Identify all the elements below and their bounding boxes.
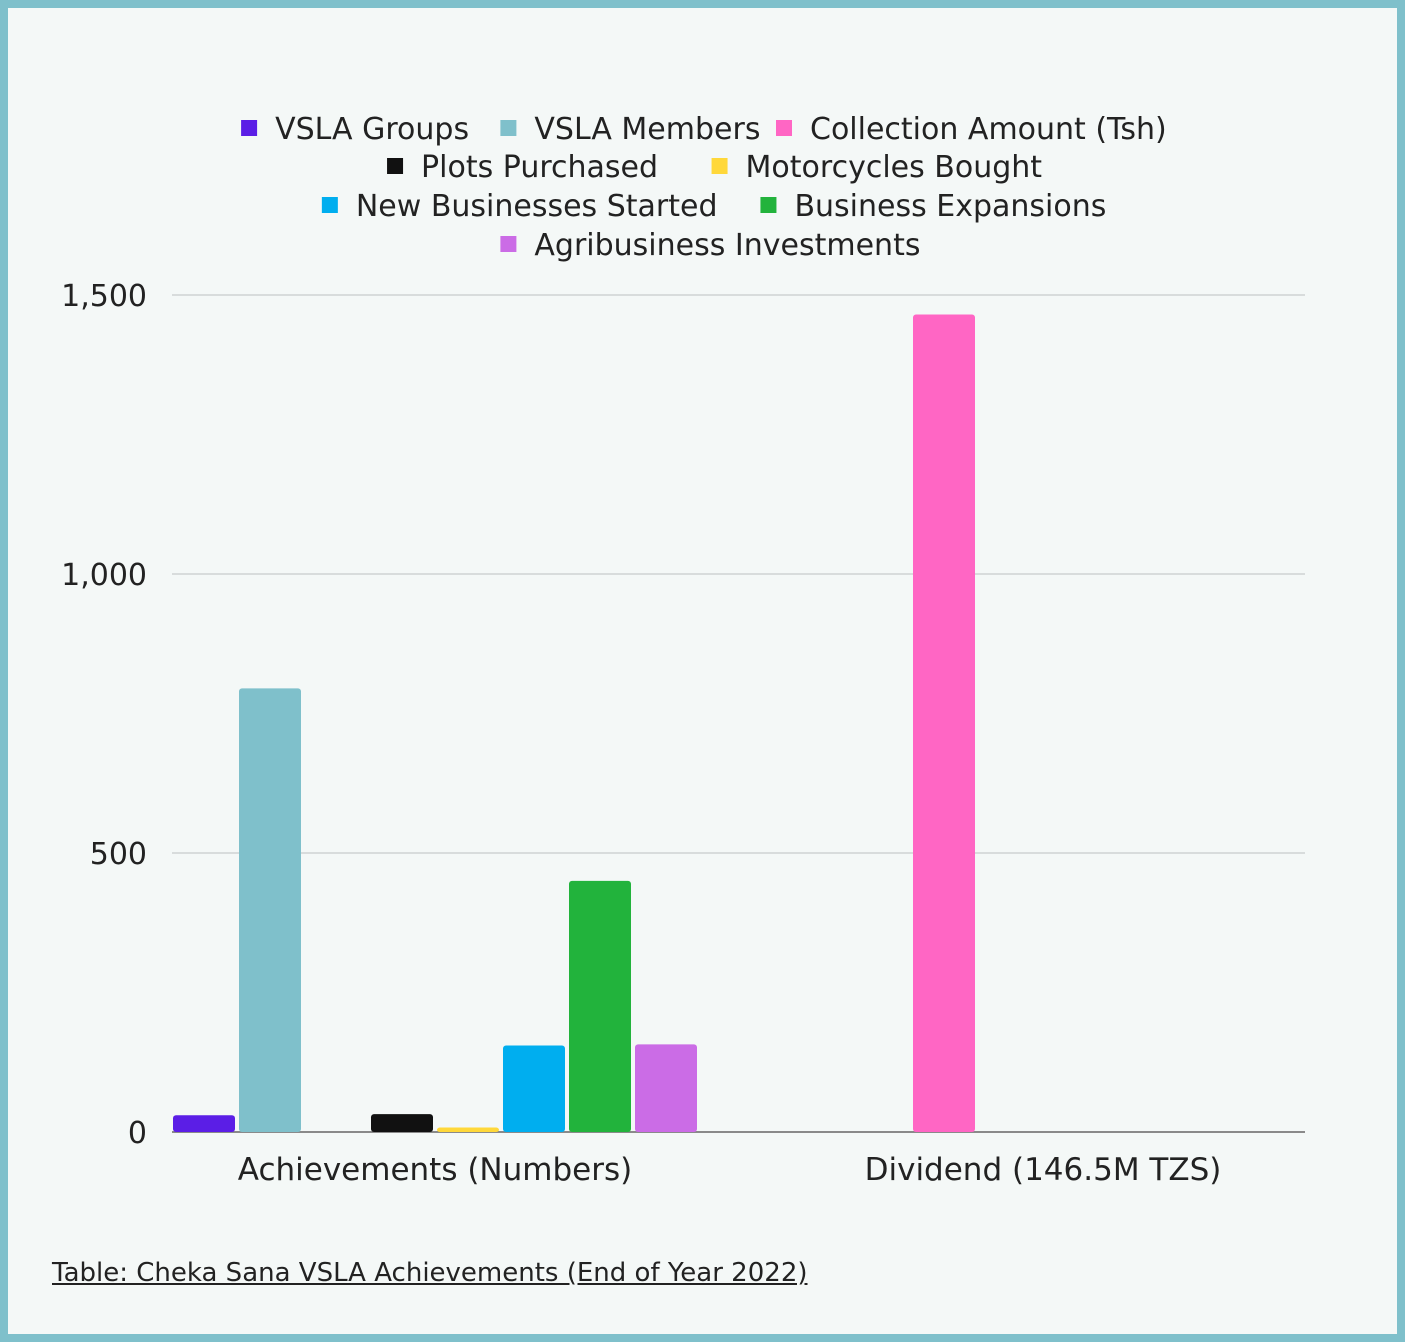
- bar-vsla-members: [239, 688, 301, 1132]
- legend-swatch: [776, 120, 792, 136]
- x-axis-ticks: Achievements (Numbers) Dividend (146.5M T…: [238, 1152, 1222, 1188]
- bar-collection-amount-tsh: [913, 314, 975, 1132]
- legend-label: Motorcycles Bought: [746, 150, 1043, 185]
- y-tick-label: 1,000: [61, 558, 147, 593]
- y-tick-label: 1,500: [61, 279, 147, 314]
- legend-swatch: [241, 120, 258, 136]
- bar-agribusiness-investments: [635, 1044, 697, 1132]
- chart-caption: Table: Cheka Sana VSLA Achievements (End…: [52, 1258, 808, 1288]
- legend-label: Plots Purchased: [421, 150, 658, 185]
- legend-swatch: [321, 197, 338, 213]
- legend-swatch: [500, 120, 517, 136]
- legend-swatch: [760, 197, 777, 213]
- legend-swatch: [711, 158, 728, 174]
- legend-label: Agribusiness Investments: [534, 228, 920, 263]
- legend-label: Collection Amount (Tsh): [810, 112, 1167, 147]
- bar-motorcycles-bought: [437, 1127, 499, 1132]
- legend: VSLA Groups VSLA Members Collection Amount…: [241, 112, 1167, 263]
- bar-vsla-groups: [173, 1115, 235, 1132]
- legend-label: New Businesses Started: [356, 189, 718, 224]
- legend-swatch: [500, 236, 517, 252]
- legend-label: Business Expansions: [794, 189, 1106, 224]
- x-tick-label: Achievements (Numbers): [238, 1152, 632, 1188]
- bar-business-expansions: [569, 880, 631, 1132]
- legend-swatch: [387, 158, 404, 174]
- y-tick-label: 500: [90, 837, 147, 872]
- grid-lines: [172, 294, 1305, 1133]
- y-axis-ticks: 0 500 1,000 1,500: [61, 279, 147, 1151]
- legend-label: VSLA Members: [534, 112, 760, 147]
- bars: [173, 314, 975, 1132]
- y-tick-label: 0: [128, 1116, 147, 1151]
- bar-new-businesses-started: [503, 1045, 565, 1132]
- bar-plots-purchased: [371, 1114, 433, 1132]
- legend-label: VSLA Groups: [275, 112, 469, 147]
- x-tick-label: Dividend (146.5M TZS): [865, 1152, 1222, 1188]
